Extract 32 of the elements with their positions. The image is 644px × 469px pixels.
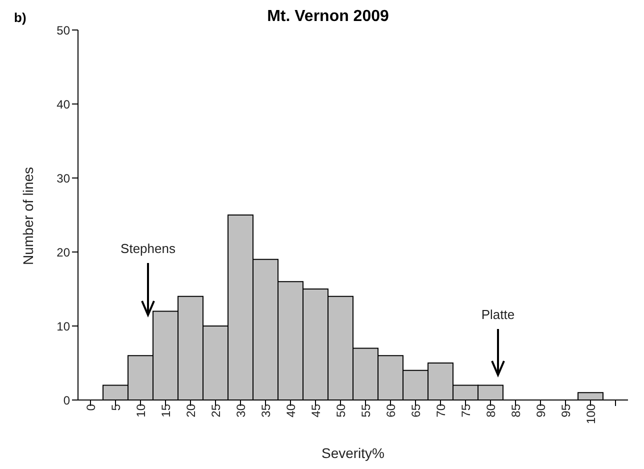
x-tick-label: 0 <box>84 404 98 411</box>
x-tick-label: 65 <box>409 404 424 418</box>
x-tick-label: 95 <box>559 404 574 418</box>
chart-title: Mt. Vernon 2009 <box>267 8 389 25</box>
x-tick-label: 100 <box>584 404 598 424</box>
x-tick-label: 15 <box>159 404 174 418</box>
x-tick-label: 10 <box>134 404 148 418</box>
y-tick-label: 40 <box>56 97 70 112</box>
text: b) <box>14 10 26 25</box>
x-tick-label: 80 <box>484 404 498 418</box>
x-tick-label: 35 <box>259 404 274 418</box>
y-tick-label: 30 <box>56 171 70 186</box>
x-tick-label: 60 <box>384 404 398 418</box>
x-tick-label: 20 <box>184 404 198 418</box>
x-tick-label: 30 <box>234 404 248 418</box>
x-tick-label: 50 <box>334 404 348 418</box>
x-tick-label: 55 <box>359 404 374 418</box>
y-tick-label: 20 <box>56 245 70 260</box>
x-tick-label: 90 <box>534 404 548 418</box>
annotation: Platte <box>481 307 515 322</box>
x-tick-label: 40 <box>284 404 298 418</box>
annotation: Stephens <box>120 241 176 256</box>
y-tick-label: 50 <box>56 23 70 38</box>
y-tick-label: 10 <box>56 319 70 334</box>
x-tick-label: 85 <box>509 404 524 418</box>
x-tick-label: 45 <box>309 404 324 418</box>
x-tick-label: 5 <box>109 404 124 411</box>
x-tick-label: 70 <box>434 404 448 418</box>
x-tick-label: 75 <box>459 404 474 418</box>
x-axis-title: Severity% <box>321 445 385 461</box>
y-axis-title: Number of lines <box>20 166 36 265</box>
x-tick-label: 25 <box>209 404 224 418</box>
